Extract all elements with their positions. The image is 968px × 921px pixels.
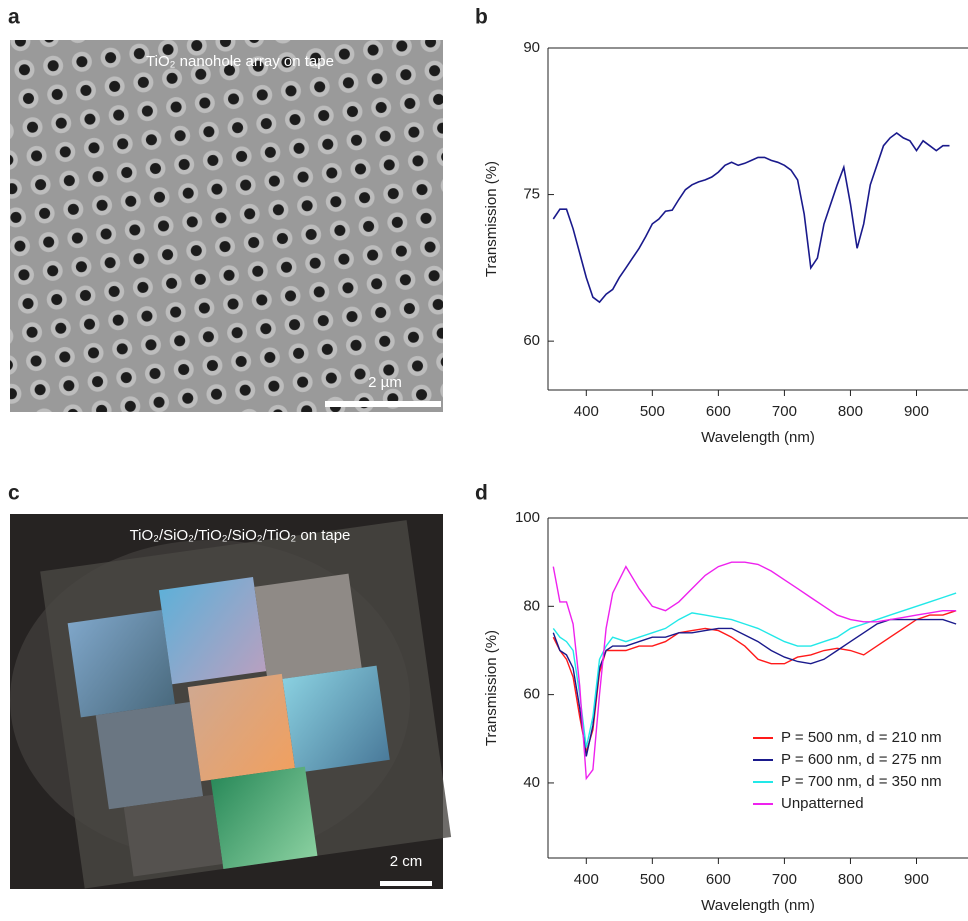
legend-label: P = 500 nm, d = 210 nm bbox=[781, 729, 942, 746]
legend-label: P = 700 nm, d = 350 nm bbox=[781, 773, 942, 790]
y-axis-label: Transmission (%) bbox=[483, 161, 500, 277]
x-tick-label: 500 bbox=[640, 403, 665, 420]
x-tick-label: 600 bbox=[706, 871, 731, 888]
panel-label: b bbox=[475, 6, 488, 29]
x-axis-label: Wavelength (nm) bbox=[701, 429, 815, 446]
data-line bbox=[552, 618, 957, 757]
y-tick-label: 60 bbox=[523, 686, 540, 703]
sem-image bbox=[10, 40, 443, 412]
panel-label: c bbox=[8, 482, 20, 505]
x-tick-label: 700 bbox=[772, 871, 797, 888]
x-tick-label: 800 bbox=[838, 403, 863, 420]
x-tick-label: 500 bbox=[640, 871, 665, 888]
y-tick-label: 40 bbox=[523, 774, 540, 791]
x-tick-label: 400 bbox=[574, 871, 599, 888]
y-tick-label: 75 bbox=[523, 186, 540, 203]
panel-label: d bbox=[475, 482, 488, 505]
y-tick-label: 60 bbox=[523, 332, 540, 349]
y-axis-label: Transmission (%) bbox=[483, 630, 500, 746]
scale-bar-label: 2 µm bbox=[368, 374, 402, 391]
y-tick-label: 80 bbox=[523, 597, 540, 614]
legend-label: Unpatterned bbox=[781, 795, 864, 812]
x-tick-label: 900 bbox=[904, 871, 929, 888]
data-line bbox=[552, 561, 957, 781]
x-tick-label: 800 bbox=[838, 871, 863, 888]
data-line bbox=[552, 132, 950, 304]
legend-label: P = 600 nm, d = 275 nm bbox=[781, 751, 942, 768]
x-tick-label: 600 bbox=[706, 403, 731, 420]
x-tick-label: 900 bbox=[904, 403, 929, 420]
y-tick-label: 90 bbox=[523, 39, 540, 56]
scale-bar-label: 2 cm bbox=[390, 853, 423, 870]
panel-label: a bbox=[8, 6, 20, 29]
image-caption: TiO₂/SiO₂/TiO₂/SiO₂/TiO₂ on tape bbox=[130, 527, 351, 544]
x-axis-label: Wavelength (nm) bbox=[701, 897, 815, 914]
y-tick-label: 100 bbox=[515, 509, 540, 526]
x-tick-label: 400 bbox=[574, 403, 599, 420]
data-line bbox=[552, 592, 957, 748]
image-caption: TiO₂ nanohole array on tape bbox=[146, 53, 334, 70]
photo bbox=[10, 514, 452, 889]
x-tick-label: 700 bbox=[772, 403, 797, 420]
